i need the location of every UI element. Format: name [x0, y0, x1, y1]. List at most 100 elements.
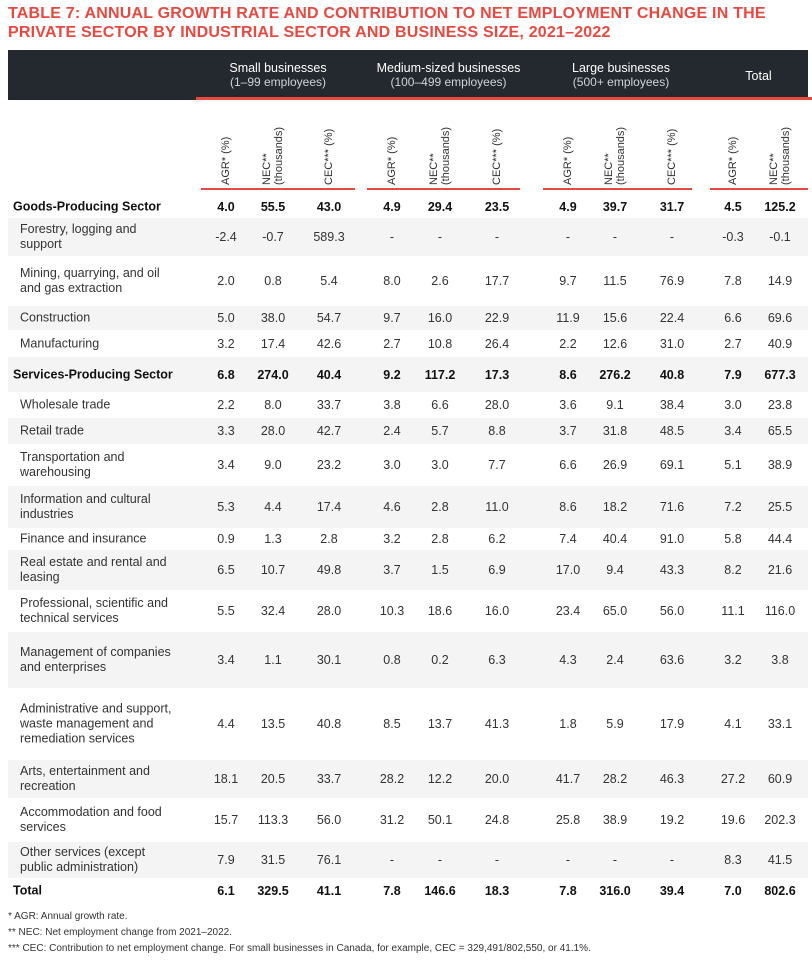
table-row: Professional, scientific and technical s…	[8, 590, 808, 632]
table-cell: 802.6	[764, 884, 796, 898]
column-header-8: NEC** (thousands)	[603, 100, 627, 188]
table-cell: 63.6	[659, 653, 685, 667]
table-cell: 39.7	[602, 200, 628, 214]
table-cell: 71.6	[659, 500, 685, 514]
row-label: Manufacturing	[20, 336, 100, 350]
table-cell: 56.0	[659, 604, 685, 618]
table-cell: 4.5	[724, 200, 742, 214]
table-cell: 91.0	[659, 532, 685, 546]
table-cell: 69.1	[659, 458, 685, 472]
table-cell: 4.0	[217, 200, 235, 214]
row-label: Finance and insurance	[20, 531, 147, 546]
table-cell: 11.9	[556, 311, 580, 325]
row-label: Arts, entertainment and recreation	[20, 764, 150, 793]
row-label: Real estate and rental and leasing	[20, 555, 167, 584]
table-cell: 19.6	[720, 813, 746, 827]
column-header-7: AGR* (%)	[557, 100, 579, 188]
table-cell: 42.7	[316, 424, 342, 438]
table-cell: 0.9	[217, 532, 235, 546]
table-cell: 10.3	[379, 604, 405, 618]
table-cell: 31.8	[602, 424, 628, 438]
row-label: Wholesale trade	[20, 397, 111, 412]
column-header-line1: AGR* (%)	[727, 136, 739, 185]
footnote: * AGR: Annual growth rate.	[8, 911, 128, 922]
table-cell: 5.1	[724, 458, 742, 472]
table-cell: 56.0	[316, 813, 342, 827]
group-header-accent	[196, 97, 360, 100]
table-row: Real estate and rental and leasing 6.5 10.…	[8, 550, 808, 590]
column-header-label: AGR* (%)	[562, 137, 574, 185]
column-header-1: AGR* (%)	[215, 100, 237, 188]
table-cell: 10.7	[260, 563, 286, 577]
table-cell: 10.8	[427, 336, 453, 351]
table-cell: 65.0	[602, 604, 628, 618]
table-cell: -	[494, 853, 500, 867]
column-header-line1: NEC**	[603, 153, 615, 185]
table-row: Transportation and warehousing 3.4 9.0 23.2…	[8, 444, 808, 486]
table-cell: 3.0	[431, 458, 449, 472]
row-label: Goods-Producing Sector	[13, 199, 161, 214]
table-cell: 28.2	[602, 772, 628, 786]
table-cell: 3.6	[559, 398, 577, 412]
table-cell: 39.4	[659, 884, 685, 898]
column-header-2: NEC** (thousands)	[261, 100, 285, 188]
table-cell: 3.8	[771, 653, 789, 667]
table-cell: 202.3	[764, 813, 796, 827]
table-cell: 50.1	[427, 813, 453, 827]
table-cell: 5.4	[320, 274, 338, 288]
table-cell: 4.6	[383, 500, 401, 514]
table-cell: 23.4	[555, 604, 581, 618]
table-cell: 1.3	[264, 532, 282, 546]
table-cell: 32.4	[260, 604, 286, 618]
table-cell: 3.0	[724, 398, 742, 412]
group-label: Large businesses (500+ employees)	[537, 61, 705, 89]
table-cell: -	[612, 853, 618, 867]
table-cell: 3.2	[383, 532, 401, 546]
table-cell: 4.4	[264, 500, 282, 514]
table-cell: 69.6	[767, 311, 793, 325]
table-cell: 9.4	[606, 563, 624, 577]
table-cell: 11.5	[603, 274, 627, 288]
table-cell: 48.5	[659, 424, 685, 438]
table-cell: 15.6	[602, 311, 628, 325]
table-cell: -	[389, 230, 395, 244]
table-cell: 54.7	[316, 311, 342, 325]
table-cell: 44.4	[767, 532, 793, 546]
group-header-accent	[537, 97, 705, 100]
table-cell: 23.2	[316, 458, 342, 472]
row-label: Total	[13, 883, 42, 898]
table-cell: 125.2	[764, 200, 796, 214]
table-cell: 113.3	[257, 813, 289, 827]
table-cell: 65.5	[767, 424, 793, 438]
table-cell: 5.3	[217, 500, 235, 514]
table-cell: 60.9	[767, 772, 793, 786]
column-header-line1: AGR* (%)	[562, 136, 574, 185]
table-cell: 21.6	[767, 563, 793, 577]
table-cell: 7.8	[724, 274, 742, 288]
table-cell: 16.0	[484, 604, 510, 618]
column-header-6: CEC*** (%)	[486, 100, 508, 188]
table-row: Wholesale trade 2.2 8.0 33.7 3.8 6.6 28.0 3.6 9.…	[8, 392, 808, 418]
column-header-line1: NEC**	[768, 153, 780, 185]
column-header-line1: NEC**	[428, 153, 440, 185]
table-cell: 7.0	[724, 884, 742, 898]
table-cell: 9.7	[559, 274, 577, 288]
column-header-line1: AGR* (%)	[220, 136, 232, 185]
table-cell: 0.8	[264, 274, 282, 288]
table-cell: 17.3	[484, 367, 510, 382]
group-label-main: Large businesses	[572, 61, 670, 75]
table-row-sector: Total 6.1 329.5 41.1 7.8 146.6 18.3 7.8 316.0 39.…	[8, 878, 808, 904]
table-cell: 23.5	[484, 200, 510, 214]
table-cell: 40.4	[316, 367, 342, 382]
table-row: Finance and insurance 0.9 1.3 2.8 3.2 2.8 6.2 7…	[8, 528, 808, 550]
table-cell: 15.7	[213, 813, 239, 827]
column-header-label: CEC*** (%)	[491, 129, 503, 185]
table-cell: 6.5	[217, 563, 235, 577]
table-cell: 4.3	[559, 653, 577, 667]
column-header-line1: CEC*** (%)	[323, 128, 335, 185]
group-label-sub: (100–499 employees)	[390, 75, 507, 89]
column-header-9: CEC*** (%)	[661, 100, 683, 188]
group-label-sub: (1–99 employees)	[229, 75, 327, 89]
table-cell: 26.4	[484, 336, 510, 351]
column-header-line1: CEC*** (%)	[666, 128, 678, 185]
